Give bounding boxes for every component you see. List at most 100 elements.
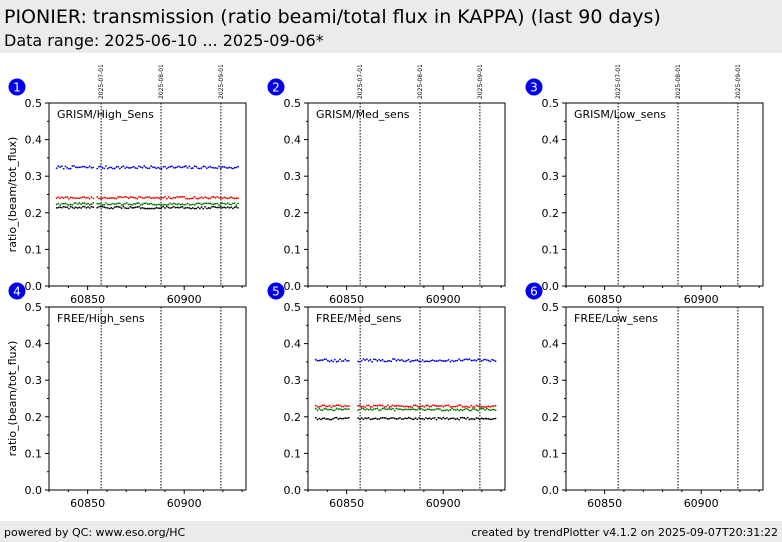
data-point-green bbox=[185, 203, 187, 206]
data-point-black bbox=[228, 207, 231, 209]
data-point-red bbox=[55, 197, 58, 200]
data-point-red bbox=[190, 197, 193, 200]
data-point-black bbox=[124, 207, 126, 209]
data-point-red bbox=[494, 404, 497, 407]
data-point-blue bbox=[99, 165, 102, 168]
data-point-blue bbox=[55, 167, 58, 170]
data-point-red bbox=[64, 196, 67, 199]
data-point-blue bbox=[449, 360, 452, 363]
data-point-black bbox=[99, 205, 102, 208]
data-point-red bbox=[228, 196, 231, 199]
data-point-blue bbox=[214, 166, 217, 169]
month-marker-label: 2025-07-01 bbox=[357, 64, 364, 99]
data-point-blue bbox=[465, 358, 467, 360]
data-point-blue bbox=[405, 359, 408, 362]
data-point-blue bbox=[435, 360, 438, 362]
data-point-blue bbox=[491, 358, 493, 361]
data-point-black bbox=[134, 206, 137, 209]
data-point-red bbox=[491, 405, 493, 407]
data-point-red bbox=[399, 405, 401, 407]
data-point-black bbox=[120, 207, 123, 210]
data-point-green bbox=[468, 409, 471, 412]
data-point-red bbox=[183, 195, 186, 198]
data-point-green bbox=[87, 202, 89, 205]
data-point-red bbox=[162, 197, 165, 199]
data-point-black bbox=[325, 418, 328, 421]
data-point-green bbox=[61, 202, 63, 205]
data-point-red bbox=[157, 197, 160, 199]
data-point-blue bbox=[374, 358, 377, 361]
data-point-black bbox=[148, 207, 151, 210]
data-point-green bbox=[132, 203, 135, 205]
data-point-red bbox=[172, 196, 175, 199]
data-point-green bbox=[205, 202, 208, 205]
data-point-red bbox=[440, 404, 443, 407]
data-point-green bbox=[145, 202, 147, 205]
data-point-green bbox=[459, 408, 462, 411]
data-point-red bbox=[57, 196, 60, 199]
data-point-green bbox=[466, 408, 469, 411]
data-point-red bbox=[439, 404, 441, 407]
month-marker-label: 2025-07-01 bbox=[615, 64, 622, 99]
data-point-green bbox=[333, 409, 336, 412]
data-point-green bbox=[449, 408, 452, 411]
data-point-black bbox=[96, 206, 99, 209]
data-point-black bbox=[475, 417, 478, 419]
data-point-blue bbox=[200, 167, 203, 169]
data-point-blue bbox=[131, 166, 133, 169]
data-point-green bbox=[412, 408, 415, 411]
data-point-black bbox=[216, 206, 219, 209]
data-point-red bbox=[407, 406, 410, 408]
data-point-black bbox=[399, 417, 401, 419]
data-point-blue bbox=[442, 360, 445, 362]
data-point-red bbox=[62, 197, 65, 200]
y-tick-label: 0.5 bbox=[25, 97, 43, 110]
data-point-red bbox=[74, 197, 77, 200]
data-point-black bbox=[138, 205, 140, 208]
data-point-red bbox=[125, 196, 128, 199]
data-point-black bbox=[171, 206, 173, 209]
data-point-black bbox=[153, 207, 156, 210]
data-point-green bbox=[484, 409, 487, 411]
data-point-green bbox=[138, 202, 140, 205]
data-point-red bbox=[442, 405, 445, 408]
panel-number-badge bbox=[525, 282, 543, 300]
x-tick-label: 60900 bbox=[684, 497, 719, 510]
data-point-blue bbox=[110, 166, 113, 169]
data-point-blue bbox=[87, 166, 89, 169]
data-point-green bbox=[325, 407, 328, 410]
data-point-blue bbox=[226, 167, 229, 169]
data-point-black bbox=[372, 417, 375, 420]
data-point-red bbox=[456, 405, 459, 408]
data-point-green bbox=[110, 203, 113, 206]
data-point-green bbox=[178, 202, 180, 205]
data-point-red bbox=[200, 196, 203, 199]
data-point-blue bbox=[421, 359, 424, 361]
data-point-black bbox=[90, 205, 93, 208]
data-point-green bbox=[172, 202, 175, 205]
data-point-green bbox=[337, 408, 340, 411]
data-point-black bbox=[198, 207, 201, 210]
data-point-black bbox=[337, 418, 340, 420]
data-point-black bbox=[55, 207, 58, 209]
y-tick-label: 0.5 bbox=[542, 301, 560, 314]
data-point-blue bbox=[186, 167, 189, 169]
data-point-blue bbox=[330, 359, 333, 362]
data-point-red bbox=[360, 406, 363, 408]
data-point-blue bbox=[218, 165, 220, 168]
data-point-green bbox=[125, 202, 128, 204]
data-point-red bbox=[423, 406, 426, 408]
data-point-blue bbox=[316, 359, 319, 362]
data-point-green bbox=[108, 203, 111, 206]
data-point-red bbox=[106, 197, 109, 200]
data-point-blue bbox=[487, 359, 490, 362]
data-point-red bbox=[381, 404, 384, 407]
data-point-red bbox=[218, 197, 220, 199]
data-point-red bbox=[202, 197, 205, 200]
panel-label: GRISM/High_Sens bbox=[57, 108, 154, 121]
data-point-red bbox=[430, 405, 433, 408]
data-point-red bbox=[330, 406, 333, 409]
data-point-red bbox=[98, 197, 100, 200]
data-point-black bbox=[478, 418, 481, 421]
data-point-blue bbox=[444, 360, 447, 362]
